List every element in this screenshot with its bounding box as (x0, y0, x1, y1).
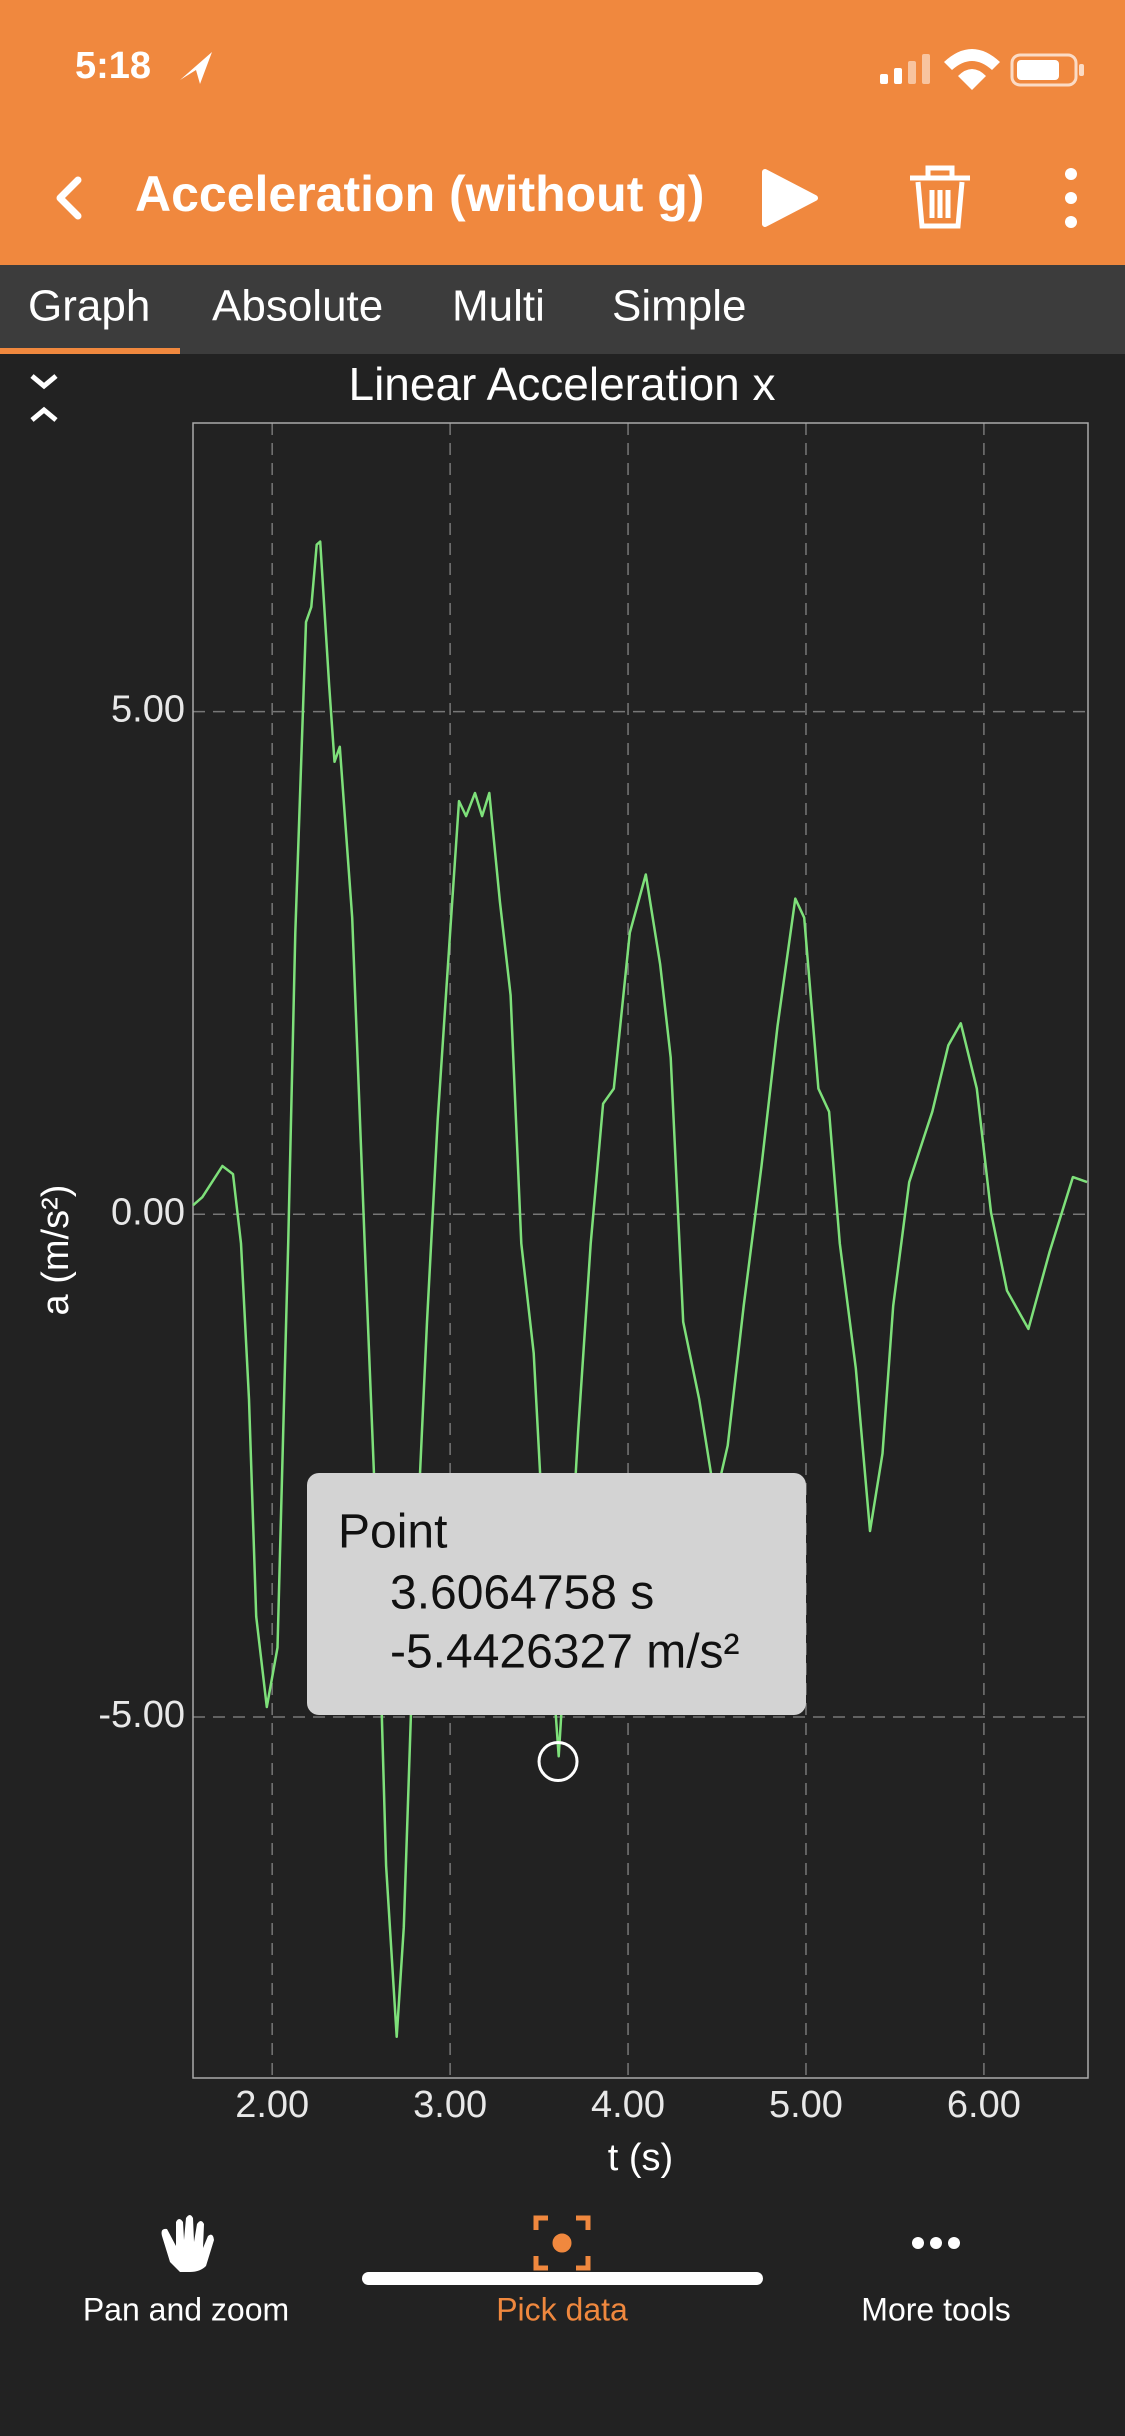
x-tick-label: 5.00 (769, 2084, 843, 2126)
back-button[interactable] (56, 176, 82, 220)
signal-icon (880, 54, 930, 84)
tool-label[interactable]: More tools (861, 2291, 1010, 2327)
y-tick-label: -5.00 (98, 1694, 185, 1736)
header-title: Acceleration (without g) (135, 166, 704, 222)
plot-frame (192, 422, 1089, 2079)
tab-indicator (0, 348, 180, 354)
play-button[interactable] (762, 169, 818, 227)
battery-icon (1010, 53, 1084, 87)
tab[interactable]: Absolute (212, 282, 383, 331)
home-indicator (362, 2272, 763, 2285)
tooltip-line: -5.4426327 m/s² (390, 1626, 740, 1679)
tab[interactable]: Multi (452, 282, 545, 331)
delete-button[interactable] (910, 165, 970, 229)
tool-label[interactable]: Pick data (496, 2291, 628, 2327)
data-line (192, 540, 1088, 2039)
tab[interactable]: Simple (612, 282, 747, 331)
y-tick-label: 5.00 (111, 689, 185, 731)
status-time: 5:18 (75, 45, 151, 87)
pan-icon[interactable] (161, 2215, 214, 2272)
more-icon[interactable] (912, 2237, 960, 2249)
wifi-icon (944, 49, 1000, 90)
y-tick-label: 0.00 (111, 1191, 185, 1233)
app-bar (0, 0, 1125, 265)
tab[interactable]: Graph (28, 282, 150, 331)
tooltip-title: Point (338, 1506, 447, 1559)
collapse-toggle[interactable] (30, 374, 58, 422)
tooltip (307, 1473, 806, 1715)
y-axis-label: a (m/s²) (35, 1185, 77, 1316)
tab-bar (0, 265, 1125, 354)
tooltip-line: 3.6064758 s (390, 1567, 654, 1620)
pick-icon[interactable] (533, 2215, 591, 2271)
menu-button[interactable] (1065, 168, 1077, 228)
picked-point (537, 1741, 579, 1783)
tool-label[interactable]: Pan and zoom (83, 2291, 289, 2327)
x-tick-label: 6.00 (947, 2084, 1021, 2126)
x-tick-label: 2.00 (235, 2084, 309, 2126)
x-tick-label: 3.00 (413, 2084, 487, 2126)
location-icon (180, 52, 212, 84)
x-axis-label: t (s) (608, 2137, 673, 2179)
x-tick-label: 4.00 (591, 2084, 665, 2126)
chart-title: Linear Acceleration x (348, 358, 775, 410)
